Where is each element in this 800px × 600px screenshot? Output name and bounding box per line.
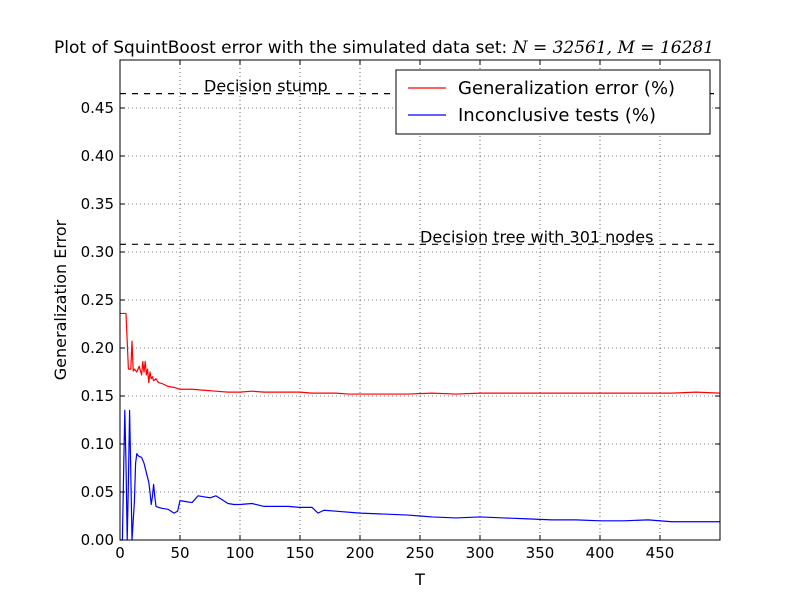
grid-lines [120,60,720,540]
y-axis-label: Generalization Error [51,219,70,380]
y-tick-label: 0.25 [81,291,114,309]
x-tick-label: 400 [586,544,615,562]
y-tick-label: 0.35 [81,195,114,213]
y-tick-label: 0.40 [81,147,114,165]
chart-title: Plot of SquintBoost error with the simul… [54,38,714,58]
x-tick-label: 100 [226,544,255,562]
y-tick-labels: 0.00 0.05 0.10 0.15 0.20 0.25 0.30 0.35 0.40 0.45 [81,99,114,549]
x-tick-label: 350 [526,544,555,562]
y-tick-label: 0.20 [81,339,114,357]
y-tick-label: 0.10 [81,435,114,453]
reference-line-label: Decision stump [204,77,328,96]
series-line-inconclusive-tests [120,409,720,541]
x-tick-label: 450 [646,544,675,562]
x-tick-label: 50 [170,544,189,562]
reference-line-label: Decision tree with 301 nodes [420,227,653,246]
x-axis-label: T [414,570,425,589]
axis-ticks [119,60,720,541]
y-tick-label: 0.15 [81,387,114,405]
data-series [120,312,721,541]
legend-box [395,69,711,135]
y-tick-label: 0.05 [81,483,114,501]
x-tick-labels: 0 50 100 150 200 250 300 350 400 450 [115,544,674,562]
chart-title-math: N = 32561, M = 16281 [512,38,714,58]
series-line-generalization-error [120,312,721,395]
legend-label-inconclusive-tests: Inconclusive tests (%) [458,105,656,126]
x-tick-label: 300 [466,544,495,562]
x-tick-label: 250 [406,544,435,562]
x-tick-label: 0 [115,544,125,562]
y-tick-label: 0.45 [81,99,114,117]
x-tick-label: 200 [346,544,375,562]
y-tick-label: 0.00 [81,531,114,549]
legend: Generalization error (%) Inconclusive te… [395,69,711,135]
x-tick-label: 150 [286,544,315,562]
y-tick-label: 0.30 [81,243,114,261]
chart-title-text: Plot of SquintBoost error with the simul… [54,38,513,58]
legend-label-generalization-error: Generalization error (%) [458,78,675,99]
